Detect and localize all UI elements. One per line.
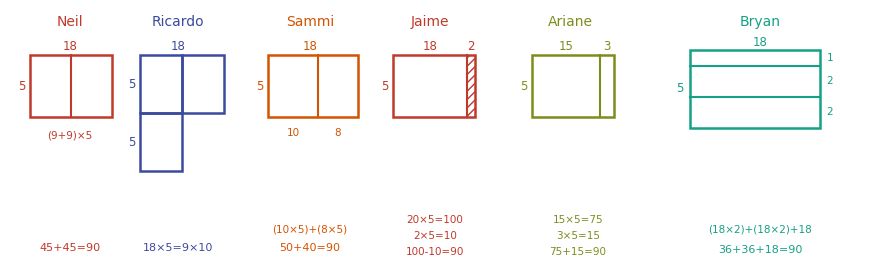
- Text: 100-10=90: 100-10=90: [406, 247, 464, 257]
- Text: 8: 8: [335, 128, 341, 138]
- Bar: [182, 55, 224, 113]
- Bar: [393, 55, 475, 117]
- Text: 45+45=90: 45+45=90: [40, 243, 101, 253]
- Text: 18: 18: [302, 40, 317, 52]
- Bar: [467, 55, 475, 117]
- Text: 2: 2: [467, 40, 475, 52]
- Text: 18: 18: [752, 35, 767, 49]
- Text: 5: 5: [128, 136, 136, 148]
- Text: (10×5)+(8×5): (10×5)+(8×5): [272, 225, 347, 235]
- Text: 5: 5: [381, 80, 389, 93]
- Text: 10: 10: [286, 128, 299, 138]
- Bar: [140, 55, 182, 113]
- Text: 20×5=100: 20×5=100: [407, 215, 463, 225]
- Text: 15×5=75: 15×5=75: [553, 215, 603, 225]
- Text: Bryan: Bryan: [740, 15, 781, 29]
- Text: 18: 18: [63, 40, 77, 52]
- Text: 18×5=9×10: 18×5=9×10: [143, 243, 214, 253]
- Text: 2: 2: [827, 76, 834, 86]
- Text: 36+36+18=90: 36+36+18=90: [718, 245, 802, 255]
- Text: 75+15=90: 75+15=90: [549, 247, 607, 257]
- Text: 5: 5: [256, 80, 264, 93]
- Text: Jaime: Jaime: [411, 15, 449, 29]
- Text: Sammi: Sammi: [286, 15, 334, 29]
- Text: 18: 18: [171, 40, 185, 52]
- Text: 2: 2: [827, 107, 834, 117]
- Text: Ariane: Ariane: [548, 15, 593, 29]
- Text: 1: 1: [827, 53, 834, 63]
- Text: 5: 5: [520, 80, 528, 93]
- Bar: [532, 55, 614, 117]
- Text: 5: 5: [676, 83, 684, 95]
- Bar: [690, 50, 820, 128]
- Text: Neil: Neil: [57, 15, 83, 29]
- Text: 15: 15: [559, 40, 573, 52]
- Text: (18×2)+(18×2)+18: (18×2)+(18×2)+18: [708, 225, 812, 235]
- Text: (9+9)×5: (9+9)×5: [47, 130, 93, 140]
- Text: 5: 5: [128, 78, 136, 90]
- Text: 18: 18: [423, 40, 438, 52]
- Text: 50+40=90: 50+40=90: [279, 243, 340, 253]
- Text: 2×5=10: 2×5=10: [413, 231, 457, 241]
- Bar: [140, 113, 182, 171]
- Bar: [30, 55, 112, 117]
- Text: Ricardo: Ricardo: [152, 15, 205, 29]
- Text: 5: 5: [19, 80, 26, 93]
- Bar: [268, 55, 358, 117]
- Text: 3×5=15: 3×5=15: [556, 231, 600, 241]
- Text: 3: 3: [603, 40, 610, 52]
